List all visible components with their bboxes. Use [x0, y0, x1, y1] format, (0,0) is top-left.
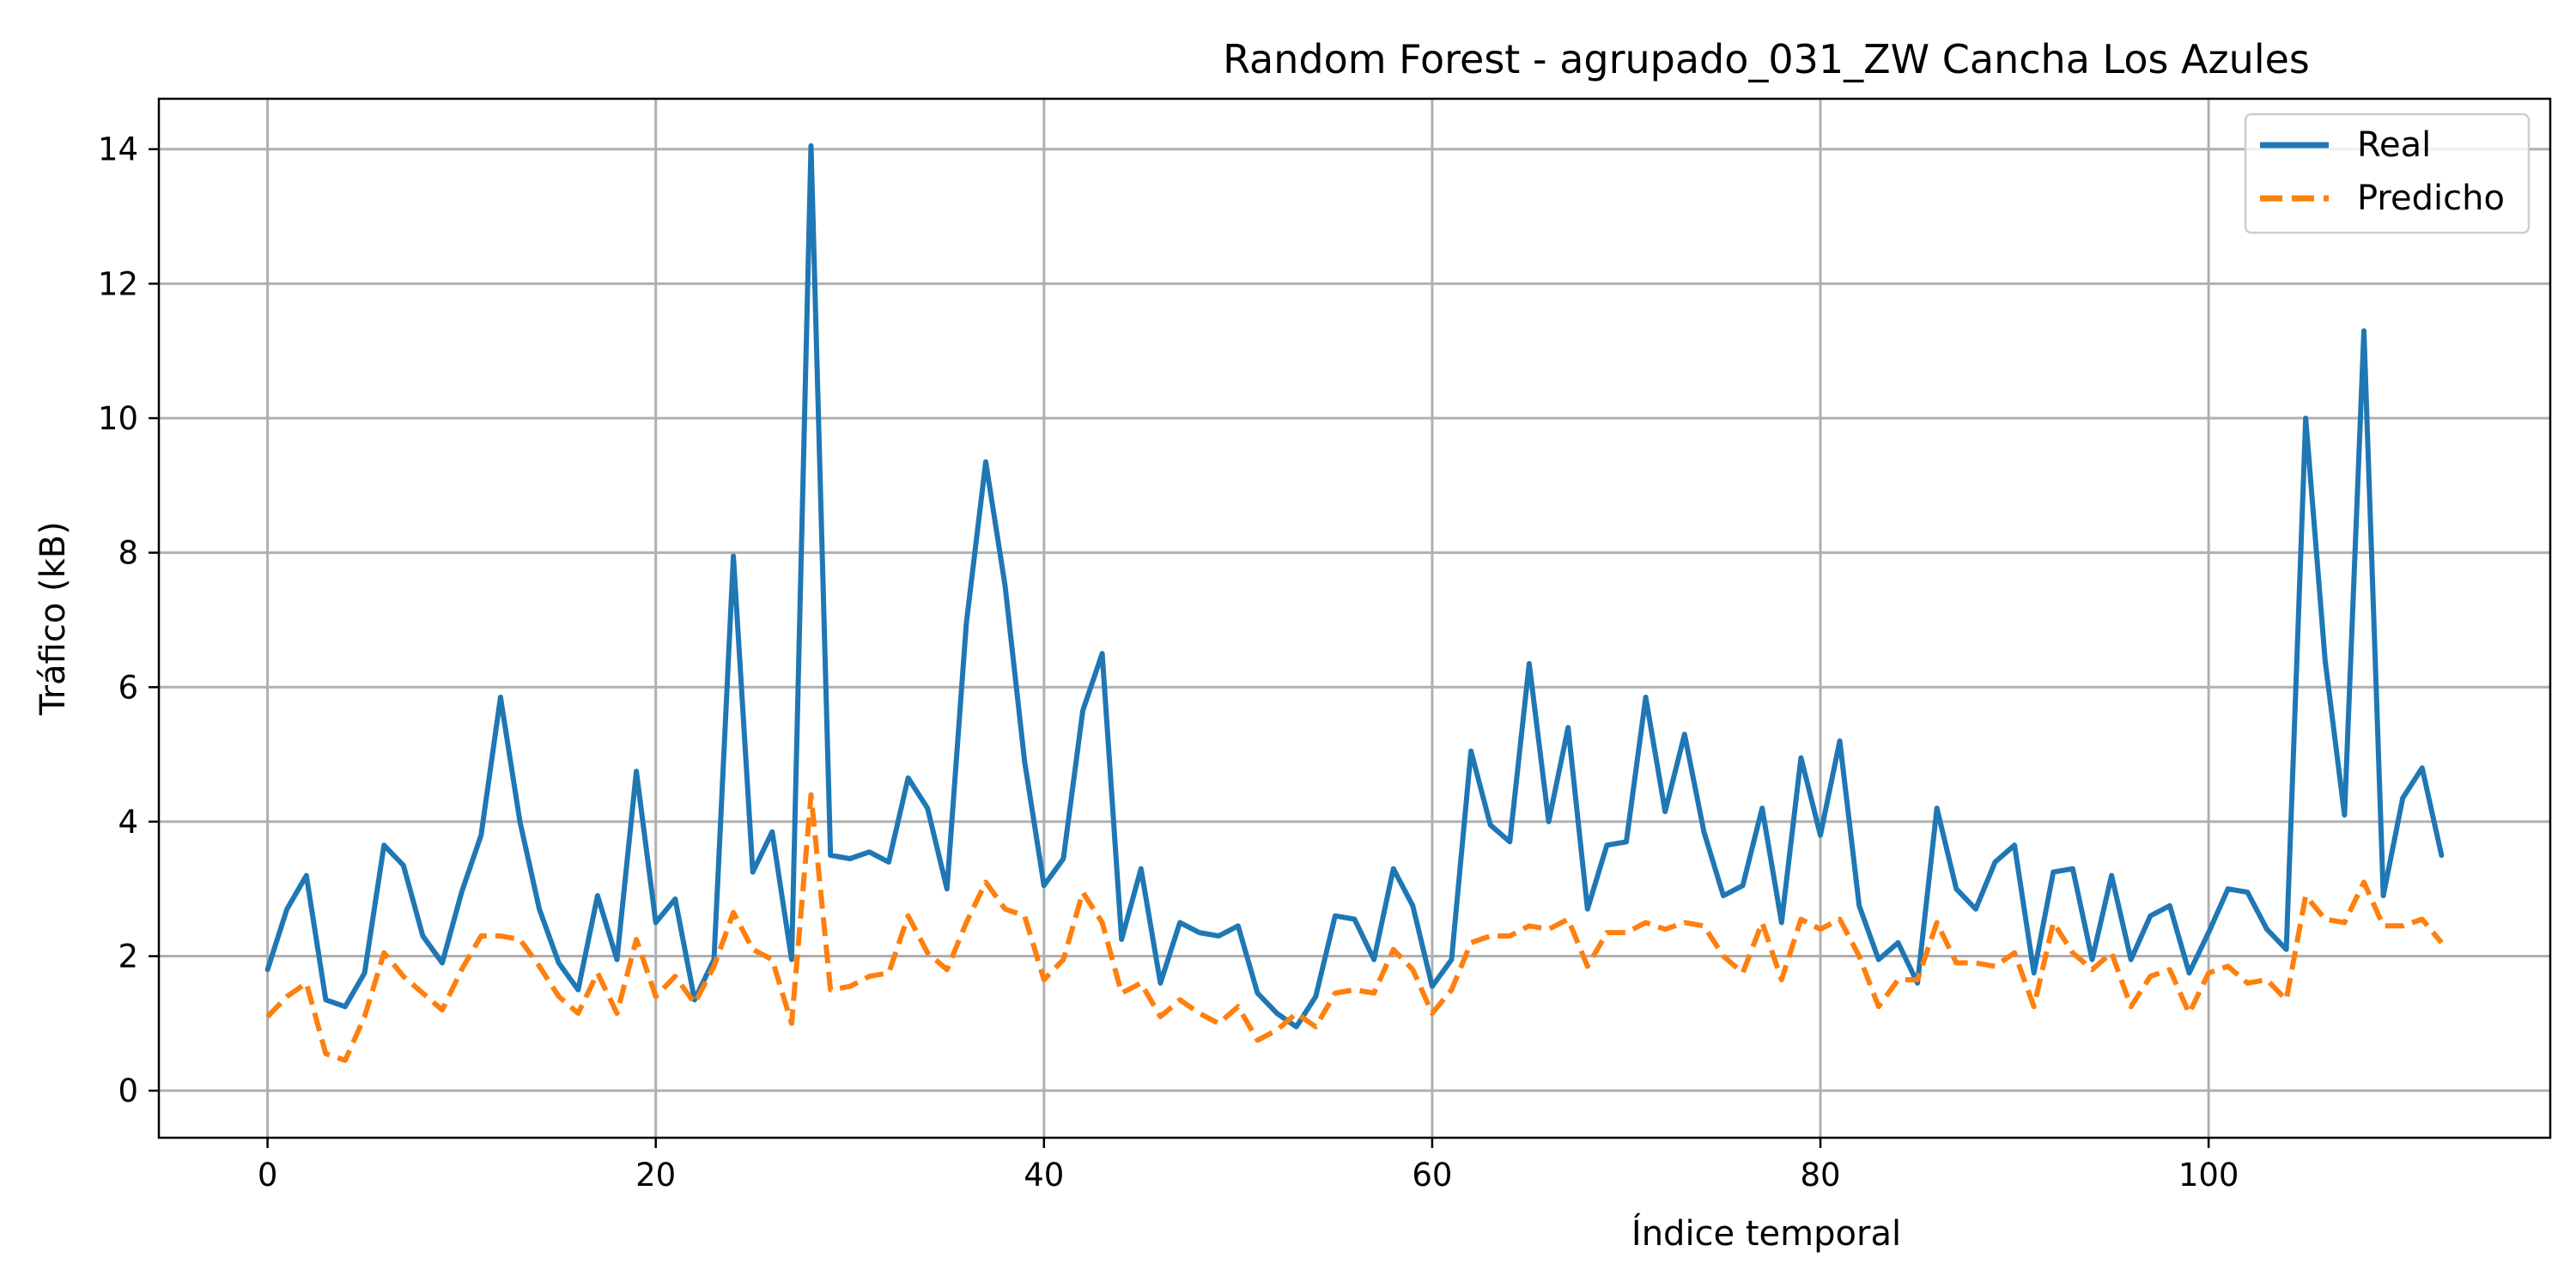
y-tick-label: 14 [98, 131, 138, 168]
y-tick-label: 10 [98, 400, 138, 437]
y-tick-label: 8 [118, 535, 138, 572]
plot-frame [157, 97, 2552, 1139]
x-tick-label: 100 [2178, 1157, 2239, 1194]
x-tick-label: 20 [635, 1157, 676, 1194]
x-axis-title: Índice temporal [1631, 1212, 1901, 1254]
y-tick-label: 0 [118, 1072, 138, 1109]
y-tick-label: 6 [118, 669, 138, 706]
legend-label-predicho: Predicho [2357, 179, 2505, 218]
legend-label-real: Real [2357, 125, 2431, 165]
chart-title: Random Forest - agrupado_031_ZW Cancha L… [1223, 36, 2310, 82]
x-tick-label: 40 [1024, 1157, 1064, 1194]
y-tick-label: 2 [118, 939, 138, 975]
y-tick-label: 12 [98, 265, 138, 302]
x-tick-label: 0 [258, 1157, 278, 1194]
ticks: 0 20 40 60 80 100 0 2 4 6 8 10 12 14 [98, 131, 2239, 1194]
grid [159, 99, 2550, 1138]
legend: Real Predicho [2244, 112, 2530, 234]
y-tick-label: 4 [118, 804, 138, 841]
series-line-real [264, 143, 2445, 1030]
series-group [264, 143, 2445, 1063]
series-line-predicho [265, 792, 2444, 1063]
x-tick-label: 80 [1800, 1157, 1840, 1194]
y-axis-title: Tráfico (kB) [33, 521, 73, 716]
x-tick-label: 60 [1412, 1157, 1452, 1194]
